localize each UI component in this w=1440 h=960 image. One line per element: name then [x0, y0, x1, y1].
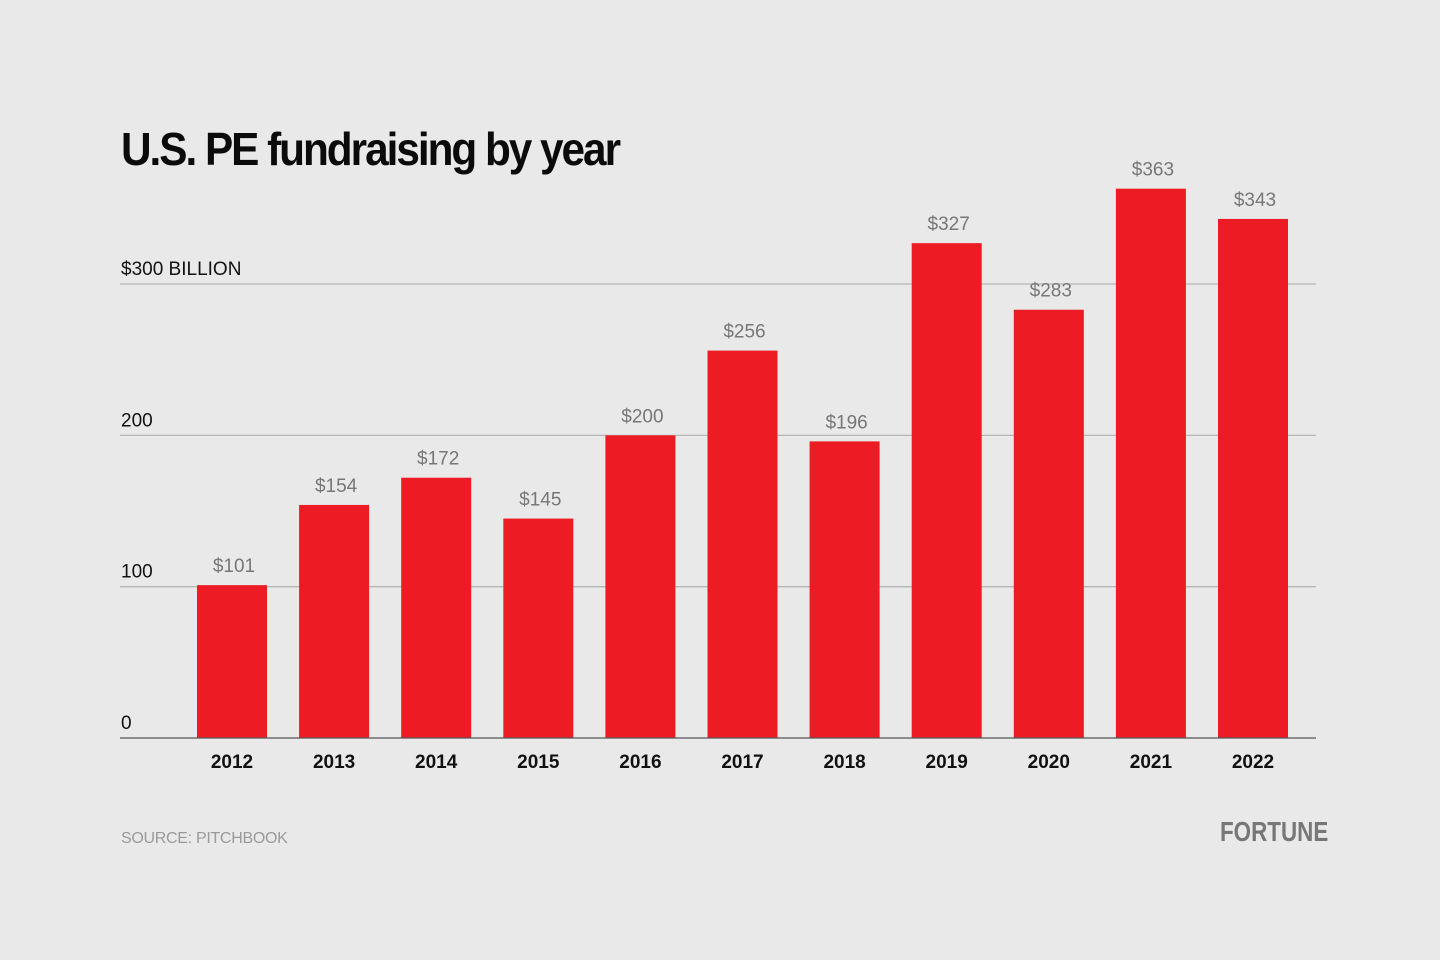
bar-2017 — [707, 350, 778, 738]
x-tick-label: 2015 — [517, 752, 560, 773]
data-label: $200 — [621, 406, 663, 427]
y-tick-label: 0 — [121, 713, 132, 734]
x-tick-label: 2017 — [721, 752, 763, 773]
bar-2020 — [1013, 309, 1084, 738]
x-tick-label: 2020 — [1028, 752, 1070, 773]
bar-2013 — [299, 504, 370, 738]
source-note: SOURCE: PITCHBOOK — [121, 830, 288, 847]
bar-2016 — [605, 435, 676, 738]
x-tick-label: 2014 — [415, 752, 458, 773]
x-tick-label: 2018 — [823, 752, 865, 773]
data-label: $172 — [417, 449, 459, 470]
data-label: $327 — [928, 214, 970, 235]
data-label: $154 — [315, 476, 358, 497]
y-tick-label: $300 BILLION — [121, 259, 241, 280]
data-label: $343 — [1234, 190, 1276, 211]
data-label: $145 — [519, 490, 561, 511]
bar-2015 — [503, 518, 574, 738]
y-tick-label: 200 — [121, 410, 153, 431]
data-label: $196 — [825, 412, 867, 433]
data-label: $283 — [1030, 281, 1072, 302]
chart-title: U.S. PE fundraising by year — [121, 123, 621, 175]
data-label: $256 — [723, 322, 765, 343]
data-label: $101 — [213, 556, 255, 577]
x-tick-label: 2016 — [619, 752, 661, 773]
x-tick-label: 2022 — [1232, 752, 1274, 773]
bar-2021 — [1115, 188, 1186, 738]
x-tick-label: 2012 — [211, 752, 253, 773]
bar-2014 — [401, 477, 472, 738]
x-tick-label: 2013 — [313, 752, 355, 773]
fortune-logo: FORTUNE — [1220, 816, 1329, 847]
bar-2022 — [1218, 218, 1288, 738]
y-tick-label: 100 — [121, 562, 153, 583]
x-tick-label: 2021 — [1130, 752, 1173, 773]
data-label: $363 — [1132, 160, 1174, 181]
bar-2019 — [911, 243, 982, 739]
x-tick-label: 2019 — [926, 752, 968, 773]
bar-2018 — [809, 441, 880, 738]
bar-2012 — [197, 585, 267, 738]
